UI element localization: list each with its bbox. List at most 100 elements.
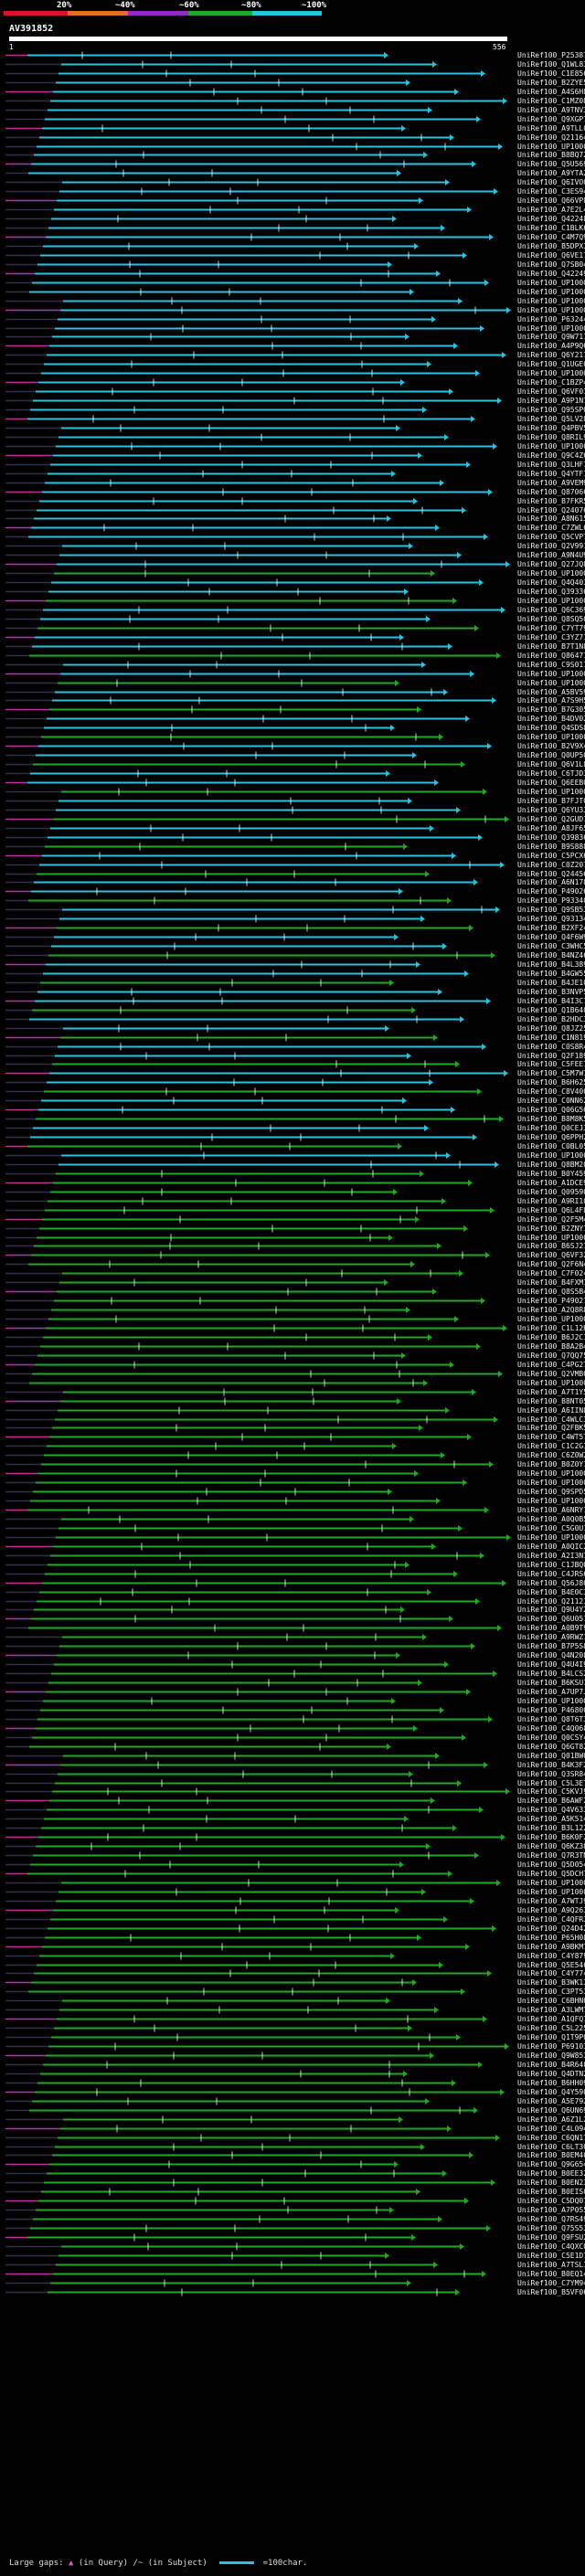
hit-label[interactable]: UniRef100_UP1000.. — [517, 669, 585, 678]
hit-row[interactable]: UniRef100_B8A2B4 — [0, 1342, 585, 1351]
hit-label[interactable]: UniRef100_C7ZWL6 — [517, 524, 585, 533]
hit-row[interactable]: UniRef100_Q8SQ50 — [0, 615, 585, 623]
hit-label[interactable]: UniRef100_A6NRY1 — [517, 1506, 585, 1514]
hit-row[interactable]: UniRef100_UP1000.. — [0, 569, 585, 578]
hit-label[interactable]: UniRef100_Q3SR84 — [517, 1769, 585, 1778]
hit-label[interactable]: UniRef100_Q5CVP7 — [517, 533, 585, 542]
hit-label[interactable]: UniRef100_B0EE32 — [517, 2169, 585, 2178]
hit-label[interactable]: UniRef100_UP1000.. — [517, 597, 585, 605]
hit-label[interactable]: UniRef100_UP1000.. — [517, 1497, 585, 1506]
hit-label[interactable]: UniRef100_P93340 — [517, 896, 585, 906]
hit-row[interactable]: UniRef100_A9BKM7 — [0, 1943, 585, 1951]
hit-label[interactable]: UniRef100_Q6C369 — [517, 605, 585, 614]
hit-label[interactable]: UniRef100_B6HH09 — [517, 2078, 585, 2087]
hit-row[interactable]: UniRef100_Q4F6W9 — [0, 933, 585, 941]
hit-label[interactable]: UniRef100_Q7RS49 — [517, 2215, 585, 2224]
hit-row[interactable]: UniRef100_B8M8K5 — [0, 1115, 585, 1123]
hit-label[interactable]: UniRef100_A0QIC2 — [517, 1542, 585, 1551]
hit-row[interactable]: UniRef100_A9RI10 — [0, 1197, 585, 1205]
hit-label[interactable]: UniRef100_Q2GUD1 — [517, 814, 585, 823]
hit-label[interactable]: UniRef100_B4GW55 — [517, 969, 585, 978]
hit-label[interactable]: UniRef100_B2ZYE5 — [517, 78, 585, 87]
hit-label[interactable]: UniRef100_A9RI10 — [517, 1196, 585, 1205]
hit-label[interactable]: UniRef100_B2HDC3 — [517, 1014, 585, 1023]
hit-row[interactable]: UniRef100_A5K514 — [0, 1815, 585, 1823]
hit-label[interactable]: UniRef100_UP1000.. — [517, 733, 585, 742]
hit-label[interactable]: UniRef100_A9RWZ1 — [517, 1633, 585, 1642]
hit-row[interactable]: UniRef100_Q3LHF1 — [0, 461, 585, 469]
hit-label[interactable]: UniRef100_Q2F6N4 — [517, 1260, 585, 1269]
hit-label[interactable]: UniRef100_C7YM94 — [517, 2278, 585, 2287]
hit-row[interactable]: UniRef100_B5VF06 — [0, 2288, 585, 2296]
hit-label[interactable]: UniRef100_Q6VF01 — [517, 387, 585, 397]
hit-label[interactable]: UniRef100_Q4DTN2 — [517, 2069, 585, 2078]
hit-row[interactable]: UniRef100_Q6GT82 — [0, 1743, 585, 1751]
hit-row[interactable]: UniRef100_A1DCE9 — [0, 1179, 585, 1187]
hit-row[interactable]: UniRef100_B2ZNY1 — [0, 1224, 585, 1233]
hit-label[interactable]: UniRef100_Q95SP0 — [517, 406, 585, 415]
hit-label[interactable]: UniRef100_UP1000.. — [517, 1378, 585, 1387]
hit-row[interactable]: UniRef100_C6BHN0 — [0, 1997, 585, 2005]
hit-label[interactable]: UniRef100_C5L225 — [517, 2024, 585, 2033]
hit-row[interactable]: UniRef100_Q4U4I9 — [0, 1660, 585, 1669]
hit-label[interactable]: UniRef100_C1BLK6 — [517, 224, 585, 233]
hit-row[interactable]: UniRef100_Q5CVP7 — [0, 533, 585, 541]
hit-row[interactable]: UniRef100_UP1000.. — [0, 297, 585, 305]
hit-label[interactable]: UniRef100_Q7R3TN — [517, 1851, 585, 1860]
hit-row[interactable]: UniRef100_B0Y459 — [0, 1170, 585, 1178]
hit-row[interactable]: UniRef100_B7FJT0 — [0, 797, 585, 805]
hit-row[interactable]: UniRef100_A5E792 — [0, 2097, 585, 2105]
hit-label[interactable]: UniRef100_Q4SDS8 — [517, 724, 585, 733]
hit-label[interactable]: UniRef100_C1L12K — [517, 1324, 585, 1332]
hit-row[interactable]: UniRef100_Q3SR84 — [0, 1770, 585, 1778]
hit-label[interactable]: UniRef100_UP1000.. — [517, 1532, 585, 1542]
hit-row[interactable]: UniRef100_Q4SDS8 — [0, 724, 585, 732]
hit-row[interactable]: UniRef100_A1QFQ74 — [0, 2015, 585, 2023]
hit-row[interactable]: UniRef100_Q24D42 — [0, 1924, 585, 1933]
hit-row[interactable]: UniRef100_P69103 — [0, 2042, 585, 2051]
hit-row[interactable]: UniRef100_B4LCS2 — [0, 1670, 585, 1678]
hit-label[interactable]: UniRef100_C4L094 — [517, 2124, 585, 2133]
hit-label[interactable]: UniRef100_UP1000.. — [517, 1479, 585, 1488]
hit-label[interactable]: UniRef100_A7UP7J — [517, 1688, 585, 1696]
hit-row[interactable]: UniRef100_Q6UN69 — [0, 2106, 585, 2115]
hit-row[interactable]: UniRef100_Q4N208 — [0, 1651, 585, 1659]
hit-label[interactable]: UniRef100_Q5U569 — [517, 160, 585, 169]
hit-row[interactable]: UniRef100_C5L3E7 — [0, 1779, 585, 1787]
hit-row[interactable]: UniRef100_A8N615 — [0, 514, 585, 523]
hit-row[interactable]: UniRef100_B6J2C1 — [0, 1333, 585, 1341]
hit-label[interactable]: UniRef100_Q06G56 — [517, 1106, 585, 1115]
hit-label[interactable]: UniRef100_Q27JQ8 — [517, 560, 585, 569]
hit-row[interactable]: UniRef100_Q09590 — [0, 1188, 585, 1196]
hit-row[interactable]: UniRef100_C6LT30 — [0, 2143, 585, 2151]
hit-label[interactable]: UniRef100_A3LWM7 — [517, 2006, 585, 2015]
hit-label[interactable]: UniRef100_Q21121 — [517, 1596, 585, 1606]
hit-row[interactable]: UniRef100_UP1000.. — [0, 1379, 585, 1387]
hit-row[interactable]: UniRef100_Q7QQ75 — [0, 1352, 585, 1360]
hit-row[interactable]: UniRef100_UP1000.. — [0, 1315, 585, 1323]
hit-label[interactable]: UniRef100_C1BZP4 — [517, 378, 585, 387]
hit-label[interactable]: UniRef100_B2XF24 — [517, 924, 585, 933]
hit-label[interactable]: UniRef100_B4JE10 — [517, 978, 585, 987]
hit-label[interactable]: UniRef100_Q4N208 — [517, 1651, 585, 1660]
hit-row[interactable]: UniRef100_UP1000.. — [0, 1151, 585, 1160]
hit-label[interactable]: UniRef100_B0EM40 — [517, 2151, 585, 2160]
hit-row[interactable]: UniRef100_B0EQ14 — [0, 2270, 585, 2278]
hit-row[interactable]: UniRef100_A0B9T9 — [0, 1624, 585, 1632]
hit-label[interactable]: UniRef100_A9N4U9 — [517, 551, 585, 560]
hit-label[interactable]: UniRef100_UP1000.. — [517, 678, 585, 687]
hit-row[interactable]: UniRef100_A2I3N1 — [0, 1552, 585, 1560]
hit-row[interactable]: UniRef100_Q42248 — [0, 215, 585, 223]
hit-label[interactable]: UniRef100_C6Z0W2 — [517, 1451, 585, 1460]
hit-label[interactable]: UniRef100_UP1000.. — [517, 569, 585, 578]
hit-label[interactable]: UniRef100_B4K3F2 — [517, 1760, 585, 1769]
hit-row[interactable]: UniRef100_C4PG27 — [0, 1361, 585, 1369]
hit-label[interactable]: UniRef100_A9Q263 — [517, 1905, 585, 1914]
hit-label[interactable]: UniRef100_A9P1N7 — [517, 397, 585, 406]
hit-label[interactable]: UniRef100_Q8RIL9 — [517, 432, 585, 441]
hit-label[interactable]: UniRef100_Q9W711 — [517, 333, 585, 342]
hit-row[interactable]: UniRef100_UP1000.. — [0, 288, 585, 296]
hit-row[interactable]: UniRef100_Q6V1L8 — [0, 760, 585, 769]
hit-label[interactable]: UniRef100_UP1000.. — [517, 1887, 585, 1896]
hit-label[interactable]: UniRef100_C4WLC3 — [517, 1415, 585, 1424]
